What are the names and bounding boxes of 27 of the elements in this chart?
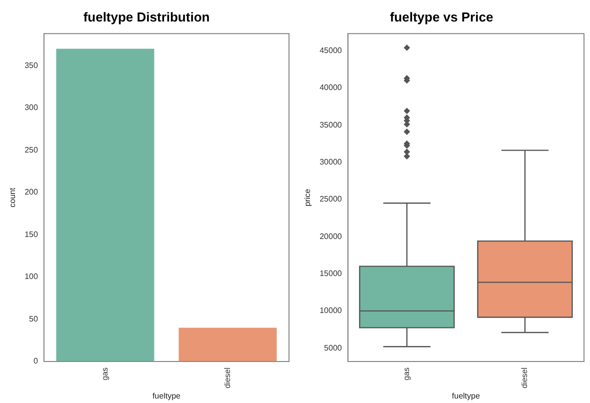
y-tick-label: 150 [24,230,38,239]
y-tick-label: 40000 [320,83,342,92]
y-tick-label: 10000 [320,306,342,316]
y-axis-title: count [8,186,18,208]
y-tick-label: 100 [24,272,38,282]
x-tick-label: gas [402,368,412,380]
y-axis-title: price [303,188,312,206]
y-tick-label: 30000 [320,157,342,166]
y-tick-label: 250 [24,145,38,154]
chart-title: fueltype vs Price [390,9,494,24]
y-tick-label: 0 [33,356,38,366]
y-tick-label: 45000 [320,46,342,55]
y-tick-label: 50 [29,314,38,324]
x-axis-title: fueltype [152,391,182,400]
y-tick-label: 35000 [320,120,342,130]
y-tick-label: 5000 [324,343,342,352]
x-tick-label: diesel [520,367,530,388]
y-tick-label: 15000 [320,268,342,278]
chart-title: fueltype Distribution [83,9,210,24]
y-tick-label: 300 [24,103,38,112]
x-axis-title: fueltype [452,391,480,400]
y-tick-label: 25000 [320,194,342,204]
x-tick-label: diesel [222,367,232,388]
y-tick-label: 350 [24,60,38,70]
y-tick-label: 20000 [320,232,342,241]
y-tick-label: 200 [24,188,38,197]
x-tick-label: gas [100,368,110,380]
